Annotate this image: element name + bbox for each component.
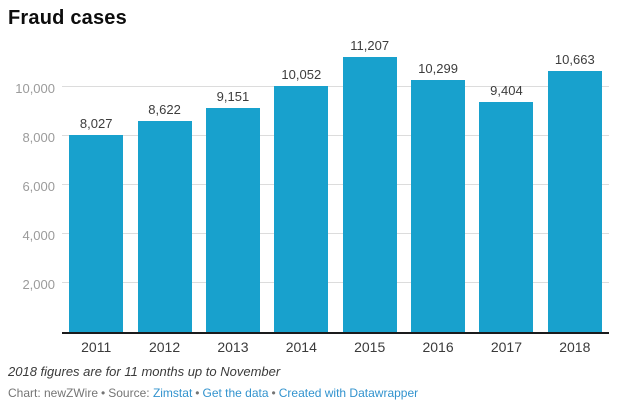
- gridline: [62, 86, 609, 88]
- bar-value-label: 8,027: [79, 116, 113, 132]
- bar-2013[interactable]: 9,151: [205, 89, 260, 332]
- bar-group: 8,027: [62, 54, 130, 332]
- y-tick-label: 6,000: [22, 179, 55, 195]
- bar-group: 11,207: [336, 38, 404, 332]
- x-tick-label: 2018: [559, 339, 591, 355]
- attribution-separator: •: [195, 386, 200, 400]
- y-tick-label: 10,000: [15, 81, 55, 97]
- gridlines: [62, 54, 609, 332]
- attribution-source-label: Source:: [108, 386, 150, 400]
- source-link[interactable]: Zimstat: [152, 386, 193, 400]
- plot-area: 8,027 8,622 9,151 10,052 11,207 10,299 9,404 10…: [62, 38, 609, 334]
- gridline: [62, 135, 609, 137]
- attribution-separator: •: [101, 386, 106, 400]
- x-tick-label: 2015: [354, 339, 386, 355]
- y-tick-label: 2,000: [22, 277, 55, 293]
- bar-value-label: 10,052: [281, 66, 322, 82]
- bar-2018[interactable]: 10,663: [547, 52, 602, 332]
- bar-value-label: 10,663: [554, 51, 595, 67]
- bar-2011[interactable]: 8,027: [69, 116, 124, 332]
- bar-2015[interactable]: 11,207: [342, 38, 397, 332]
- bar-value-label: 8,622: [148, 101, 181, 117]
- attribution-separator: •: [271, 386, 276, 400]
- attribution-chart-credit: Chart: newZWire: [8, 386, 99, 400]
- x-tick-label: 2012: [148, 339, 181, 355]
- bar-2012[interactable]: 8,622: [137, 102, 192, 332]
- chart-footnote: 2018 figures are for 11 months up to Nov…: [8, 364, 281, 379]
- x-axis: 2011 2012 2013 2014 2015 2016 2017 2018: [62, 339, 609, 355]
- bars-container: 8,027 8,622 9,151 10,052 11,207 10,299 9,404 10…: [62, 38, 609, 332]
- x-tick-label: 2016: [422, 339, 454, 355]
- y-tick-label: 4,000: [22, 228, 55, 244]
- bar-value-label: 10,299: [418, 60, 458, 76]
- bar-group: 8,622: [130, 54, 198, 332]
- x-tick-label: 2017: [490, 339, 523, 355]
- attribution: Chart: newZWire • Source: Zimstat • Get the …: [8, 386, 418, 400]
- bar-value-label: 9,404: [490, 82, 523, 98]
- gridline: [62, 184, 609, 186]
- bar-group: 9,151: [199, 54, 267, 332]
- bar-value-label: 11,207: [350, 38, 390, 54]
- x-tick-label: 2014: [285, 339, 317, 355]
- gridline: [62, 282, 609, 284]
- bar-group: 9,404: [472, 54, 540, 332]
- y-axis: 2,000 4,000 6,000 8,000 10,000: [0, 54, 55, 334]
- bar-group: 10,052: [267, 54, 335, 332]
- bar-2016[interactable]: 10,299: [411, 61, 466, 332]
- bar-2017[interactable]: 9,404: [479, 83, 534, 332]
- x-tick-label: 2013: [217, 339, 249, 355]
- chart-title: Fraud cases: [8, 7, 127, 29]
- bar-2014[interactable]: 10,052: [274, 67, 329, 332]
- datawrapper-link[interactable]: Created with Datawrapper: [278, 386, 419, 400]
- bar-group: 10,299: [404, 54, 472, 332]
- x-tick-label: 2011: [81, 339, 112, 355]
- bar-value-label: 9,151: [216, 88, 250, 104]
- get-the-data-link[interactable]: Get the data: [202, 386, 269, 400]
- bar-group: 10,663: [541, 52, 609, 332]
- y-tick-label: 8,000: [22, 130, 55, 146]
- gridline: [62, 233, 609, 235]
